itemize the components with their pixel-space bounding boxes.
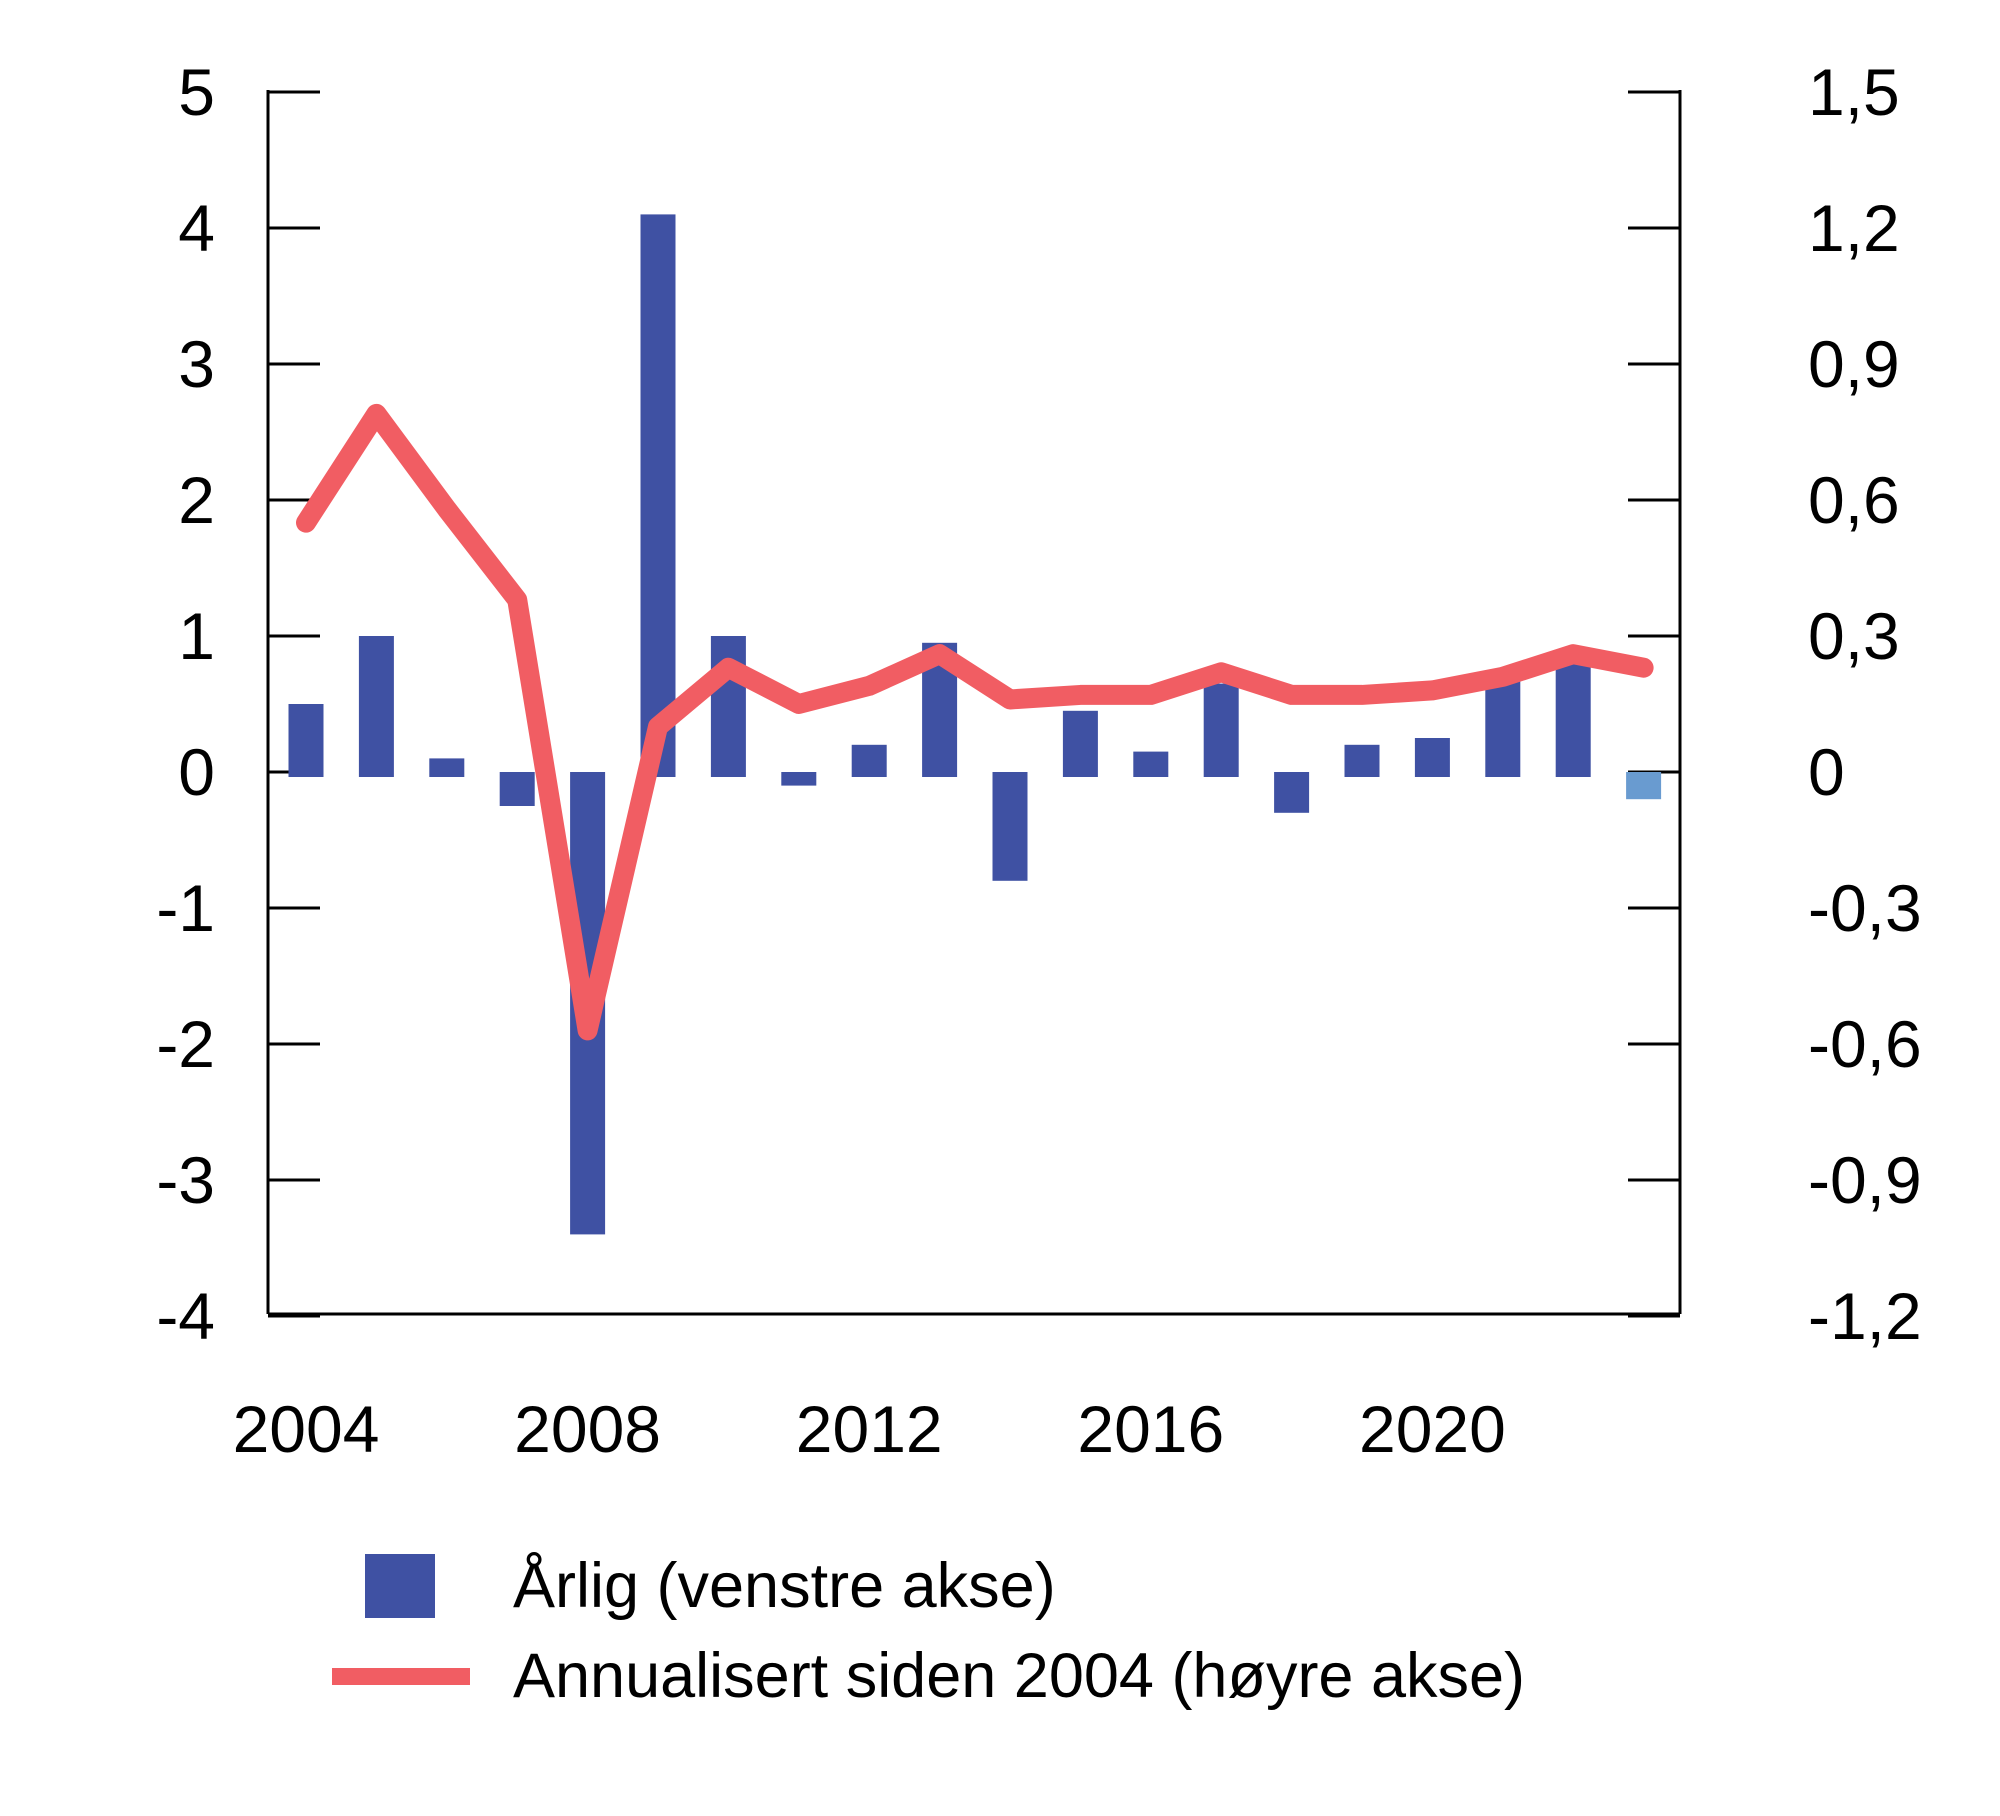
bar-2022 — [1555, 663, 1591, 777]
right-axis-label-0,6: 0,6 — [1808, 463, 1900, 537]
x-axis-label-2020: 2020 — [1359, 1392, 1506, 1466]
right-axis-label-0,3: 0,3 — [1808, 599, 1900, 673]
left-axis-label-5: 5 — [178, 55, 215, 129]
right-axis-label--0,9: -0,9 — [1808, 1143, 1922, 1217]
right-axis-label-1,5: 1,5 — [1808, 55, 1900, 129]
x-axis-label-2004: 2004 — [233, 1392, 380, 1466]
legend-item-annualized: Annualisert siden 2004 (høyre akse) — [332, 1631, 1525, 1721]
bar-2004 — [288, 704, 324, 777]
legend-label-annualized: Annualisert siden 2004 (høyre akse) — [513, 1641, 1526, 1711]
legend-line-swatch — [332, 1667, 470, 1685]
left-axis-label--2: -2 — [156, 1007, 215, 1081]
left-axis-label-3: 3 — [178, 327, 215, 401]
left-axis-label-2: 2 — [178, 463, 215, 537]
right-axis-label-1,2: 1,2 — [1808, 191, 1900, 265]
bar-2017 — [1203, 683, 1239, 777]
bar-2016 — [1133, 751, 1169, 777]
bar-2015 — [1062, 710, 1098, 777]
x-axis-label-2008: 2008 — [514, 1392, 661, 1466]
legend-label-annual: Årlig (venstre akse) — [513, 1551, 1056, 1621]
left-axis-label-0: 0 — [178, 735, 215, 809]
x-axis-label-2016: 2016 — [1077, 1392, 1224, 1466]
bar-2014 — [992, 772, 1028, 881]
right-axis-label-0,9: 0,9 — [1808, 327, 1900, 401]
bar-2005 — [358, 636, 394, 777]
left-axis-label--4: -4 — [156, 1279, 215, 1353]
bar-2018 — [1274, 772, 1310, 813]
right-axis-label--0,3: -0,3 — [1808, 871, 1922, 945]
bar-2012 — [851, 744, 887, 777]
legend-bar-swatch — [365, 1554, 435, 1618]
bar-2009 — [640, 214, 676, 777]
left-axis-label--1: -1 — [156, 871, 215, 945]
bar-2020 — [1414, 738, 1450, 777]
bar-2023 — [1626, 772, 1662, 800]
bar-2007 — [499, 772, 535, 806]
left-axis-label--3: -3 — [156, 1143, 215, 1217]
annualized-line — [296, 403, 1654, 1041]
bar-2019 — [1344, 744, 1380, 777]
bar-2021 — [1485, 676, 1521, 777]
left-axis-label-1: 1 — [178, 599, 215, 673]
x-axis-label-2012: 2012 — [796, 1392, 943, 1466]
right-axis-label--0,6: -0,6 — [1808, 1007, 1922, 1081]
right-axis-label-0: 0 — [1808, 735, 1845, 809]
legend-item-annual: Årlig (venstre akse) — [365, 1541, 1056, 1631]
right-axis-label--1,2: -1,2 — [1808, 1279, 1922, 1353]
left-axis-label-4: 4 — [178, 191, 215, 265]
bar-2006 — [429, 758, 465, 777]
bar-2011 — [781, 772, 817, 786]
bar-2010 — [710, 636, 746, 777]
